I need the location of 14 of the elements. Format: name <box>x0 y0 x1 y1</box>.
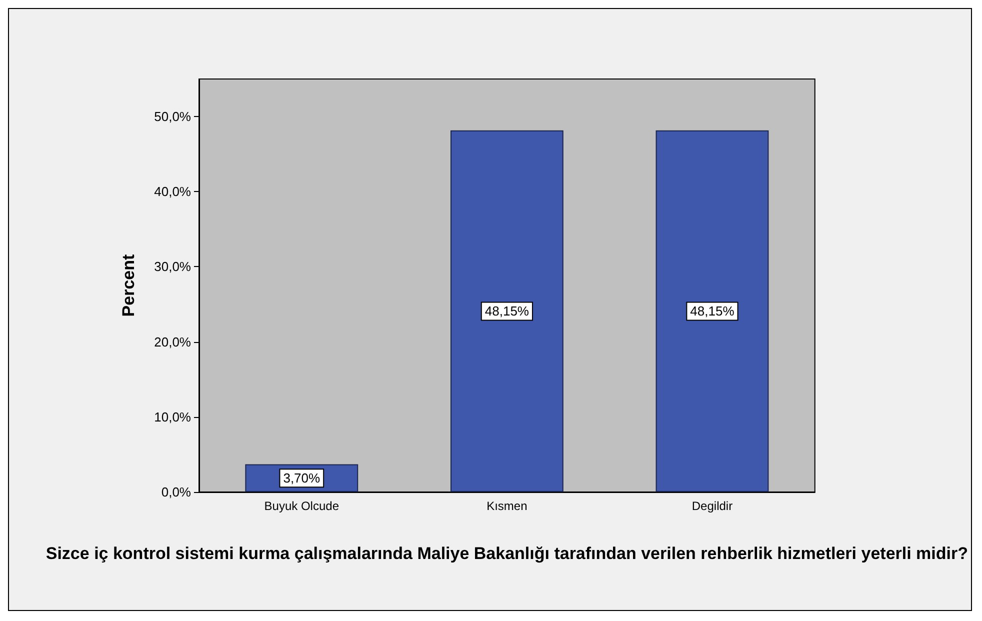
y-tick-label: 40,0% <box>154 184 192 200</box>
y-tick-label: 20,0% <box>154 334 192 350</box>
x-tick-label: Degildir <box>692 499 733 513</box>
y-tick-label: 0,0% <box>161 484 192 500</box>
y-tick-label: 50,0% <box>154 109 192 124</box>
x-tick-label: Buyuk Olcude <box>264 499 340 513</box>
x-tick-label: Kısmen <box>486 499 528 513</box>
data-label: 3,70% <box>283 470 321 486</box>
data-label: 48,15% <box>690 304 735 319</box>
y-tick-label: 10,0% <box>154 409 192 424</box>
data-label: 48,15% <box>484 304 530 319</box>
x-axis-title: Sizce iç kontrol sistemi kurma çalışmalarında Maliye Bakanlığı tarafından verilen rehberlik hizmetleri yeterli midir? <box>46 544 968 563</box>
y-axis-title: Percent <box>119 254 138 317</box>
y-tick-label: 30,0% <box>154 259 192 274</box>
